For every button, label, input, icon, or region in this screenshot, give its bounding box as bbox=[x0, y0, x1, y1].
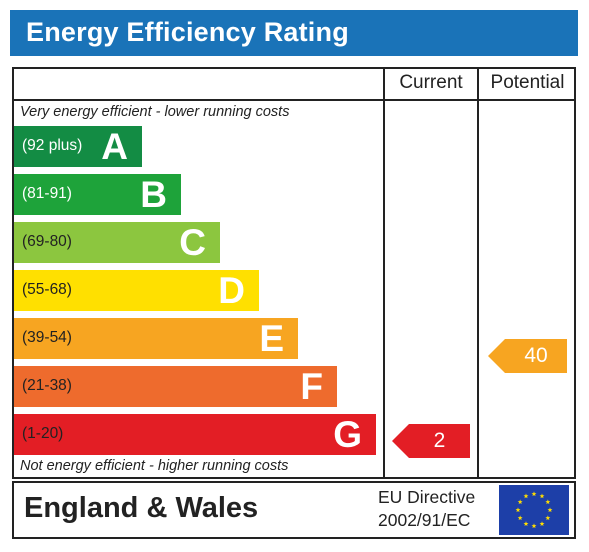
band-range-label: (69-80) bbox=[22, 233, 72, 250]
current-rating-value: 2 bbox=[433, 429, 446, 452]
footer-country: England & Wales bbox=[24, 492, 259, 524]
page-title: Energy Efficiency Rating bbox=[26, 17, 349, 47]
band-range-label: (55-68) bbox=[22, 281, 72, 298]
eu-star-icon bbox=[523, 521, 529, 526]
eu-directive-label: EU Directive bbox=[378, 487, 476, 507]
band-range-label: (39-54) bbox=[22, 329, 72, 346]
potential-column-header: Potential bbox=[490, 72, 565, 93]
eu-flag-icon bbox=[499, 485, 569, 535]
eu-star-icon bbox=[547, 507, 553, 513]
eu-star-icon bbox=[517, 499, 523, 505]
band-letter-label: G bbox=[333, 414, 362, 455]
eu-star-icon bbox=[531, 491, 537, 497]
current-column-header: Current bbox=[399, 72, 463, 93]
eu-star-icon bbox=[531, 523, 537, 529]
potential-arrow-shape bbox=[488, 339, 567, 373]
eu-star-icon bbox=[517, 515, 523, 521]
eu-star-icon bbox=[515, 507, 521, 513]
title-bar: Energy Efficiency Rating bbox=[10, 10, 578, 56]
eu-star-icon bbox=[539, 493, 545, 499]
band-letter-label: F bbox=[300, 366, 323, 407]
band-letter-label: D bbox=[218, 270, 245, 311]
band-e: (39-54) E bbox=[14, 318, 298, 359]
band-letter-label: C bbox=[179, 222, 206, 263]
current-column-divider bbox=[383, 67, 385, 479]
band-letter-label: A bbox=[101, 126, 128, 167]
potential-column-divider bbox=[477, 67, 479, 479]
band-g: (1-20) G bbox=[14, 414, 376, 455]
eu-stars-icon bbox=[515, 491, 553, 529]
band-f: (21-38) F bbox=[14, 366, 337, 407]
potential-rating-value: 40 bbox=[524, 344, 548, 367]
eu-star-icon bbox=[545, 499, 551, 505]
band-letter-label: E bbox=[259, 318, 284, 359]
band-b: (81-91) B bbox=[14, 174, 181, 215]
band-range-label: (92 plus) bbox=[22, 137, 83, 154]
rating-table bbox=[12, 67, 576, 479]
band-a: (92 plus) A bbox=[14, 126, 142, 167]
header-divider bbox=[12, 99, 576, 101]
eu-star-icon bbox=[523, 493, 529, 499]
eu-star-icon bbox=[539, 521, 545, 526]
eu-star-icon bbox=[545, 515, 551, 521]
eu-directive-number: 2002/91/EC bbox=[378, 510, 471, 530]
band-d: (55-68) D bbox=[14, 270, 259, 311]
band-c: (69-80) C bbox=[14, 222, 220, 263]
band-range-label: (81-91) bbox=[22, 185, 72, 202]
top-note: Very energy efficient - lower running co… bbox=[20, 104, 290, 120]
current-arrow-shape bbox=[392, 424, 470, 458]
band-range-label: (1-20) bbox=[22, 425, 64, 442]
bottom-note: Not energy efficient - higher running co… bbox=[20, 458, 289, 474]
band-range-label: (21-38) bbox=[22, 377, 72, 394]
footer: England & Wales EU Directive 2002/91/EC bbox=[12, 481, 576, 539]
band-letter-label: B bbox=[140, 174, 167, 215]
